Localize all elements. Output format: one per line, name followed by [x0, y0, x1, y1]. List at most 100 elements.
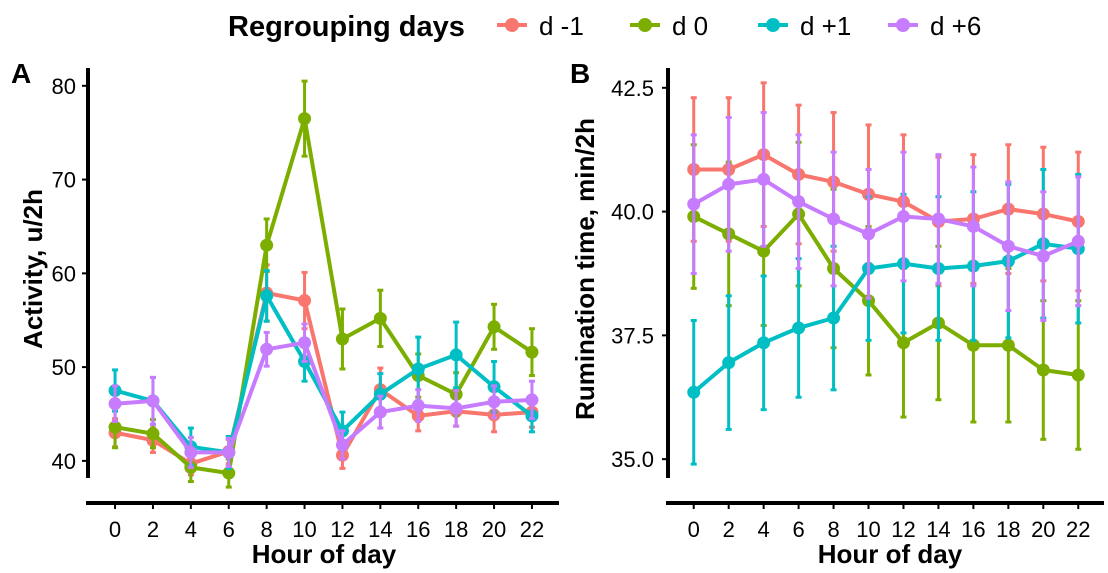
data-point: [146, 394, 160, 408]
data-point: [757, 336, 771, 350]
data-point: [722, 177, 736, 191]
x-tick-label: 22: [520, 517, 544, 542]
x-tick-label: 2: [723, 517, 735, 542]
legend-swatch-marker: [638, 18, 652, 32]
panel-activity: A 40 50 60 70 80 0 2 4 6 8 10 12 14 16 18 20 22 Hour of …: [11, 58, 559, 569]
legend-item: d 0: [630, 11, 708, 41]
panel-label: A: [11, 58, 31, 89]
plot-area: [687, 81, 1085, 466]
y-tick-label: 40: [52, 449, 76, 474]
data-point: [449, 348, 463, 362]
x-tick-label: 10: [856, 517, 880, 542]
axes: 40 50 60 70 80 0 2 4 6 8 10 12 14 16 18 20 22: [52, 68, 559, 542]
series-line: [693, 152, 1079, 224]
data-point: [298, 336, 312, 350]
series-dplus6: [687, 111, 1085, 323]
data-point: [792, 321, 806, 335]
data-point: [373, 311, 387, 325]
series-dminus1: [687, 81, 1085, 293]
legend-label: d -1: [539, 11, 584, 41]
data-point: [146, 427, 160, 441]
y-tick-label: 70: [52, 168, 76, 193]
data-point: [1036, 363, 1050, 377]
x-tick-label: 14: [368, 517, 392, 542]
series-line: [692, 212, 1079, 377]
data-point: [525, 393, 539, 407]
x-axis-title: Hour of day: [252, 539, 397, 569]
x-tick-label: 4: [758, 517, 770, 542]
legend-swatch-marker: [505, 18, 519, 32]
y-tick-label: 80: [52, 74, 76, 99]
y-tick-label: 50: [52, 355, 76, 380]
data-point: [1071, 234, 1085, 248]
data-point: [792, 195, 806, 209]
series-dplus6: [108, 322, 539, 469]
data-point: [449, 401, 463, 415]
x-tick-label: 8: [261, 517, 273, 542]
data-point: [335, 332, 349, 346]
data-point: [862, 227, 876, 241]
y-tick-label: 35.0: [611, 447, 654, 472]
x-tick-label: 10: [292, 517, 316, 542]
legend-item: d -1: [497, 11, 584, 41]
data-point: [108, 397, 122, 411]
data-point: [373, 387, 387, 401]
legend-entries: d -1 d 0 d +1 d +6: [497, 11, 981, 41]
x-tick-label: 18: [444, 517, 468, 542]
x-tick-label: 22: [1066, 517, 1090, 542]
data-point: [411, 362, 425, 376]
x-tick-label: 4: [185, 517, 197, 542]
panel-rumination: B 35.0 37.5 40.0 42.5 0 2 4 6 8 10 12 14 16 18 20 22 Ho…: [570, 58, 1104, 569]
data-point: [487, 395, 501, 409]
data-point: [896, 210, 910, 224]
legend-swatch-marker: [766, 18, 780, 32]
series-dplus1: [687, 168, 1085, 466]
axes: 35.0 37.5 40.0 42.5 0 2 4 6 8 10 12 14 16 18 20 22: [611, 68, 1104, 542]
x-tick-label: 18: [996, 517, 1020, 542]
x-tick-label: 16: [406, 517, 430, 542]
legend: Regrouping days d -1 d 0 d +1 d +6: [228, 11, 981, 43]
series-d0: [687, 140, 1085, 451]
legend-swatch-marker: [896, 18, 910, 32]
data-point: [260, 289, 274, 303]
legend-label: d +1: [800, 11, 851, 41]
y-tick-label: 37.5: [611, 323, 654, 348]
data-point: [966, 219, 980, 233]
data-point: [411, 399, 425, 413]
data-point: [222, 445, 236, 459]
x-tick-label: 6: [792, 517, 804, 542]
x-axis-title: Hour of day: [818, 539, 963, 569]
data-point: [1071, 368, 1085, 382]
y-axis-title: Activity, u/2h: [18, 189, 48, 349]
data-point: [298, 112, 312, 126]
data-point: [827, 311, 841, 325]
legend-label: d 0: [672, 11, 708, 41]
x-tick-label: 6: [223, 517, 235, 542]
x-tick-label: 0: [109, 517, 121, 542]
data-point: [687, 385, 701, 399]
series-line: [114, 291, 533, 466]
data-point: [1001, 338, 1015, 352]
y-tick-label: 40.0: [611, 200, 654, 225]
panel-label: B: [570, 58, 590, 89]
x-tick-label: 2: [147, 517, 159, 542]
legend-label: d +6: [930, 11, 981, 41]
data-point: [757, 244, 771, 258]
data-point: [757, 172, 771, 186]
x-tick-label: 12: [891, 517, 915, 542]
data-point: [373, 405, 387, 419]
data-point: [260, 342, 274, 356]
x-tick-label: 12: [330, 517, 354, 542]
data-point: [827, 212, 841, 226]
y-tick-label: 60: [52, 261, 76, 286]
data-point: [931, 212, 945, 226]
data-point: [184, 445, 198, 459]
data-point: [687, 197, 701, 211]
x-tick-label: 14: [926, 517, 950, 542]
y-axis-title: Rumination time, min/2h: [570, 118, 600, 420]
data-point: [260, 238, 274, 252]
legend-item: d +1: [758, 11, 851, 41]
x-tick-label: 20: [482, 517, 506, 542]
series-line: [114, 340, 533, 455]
